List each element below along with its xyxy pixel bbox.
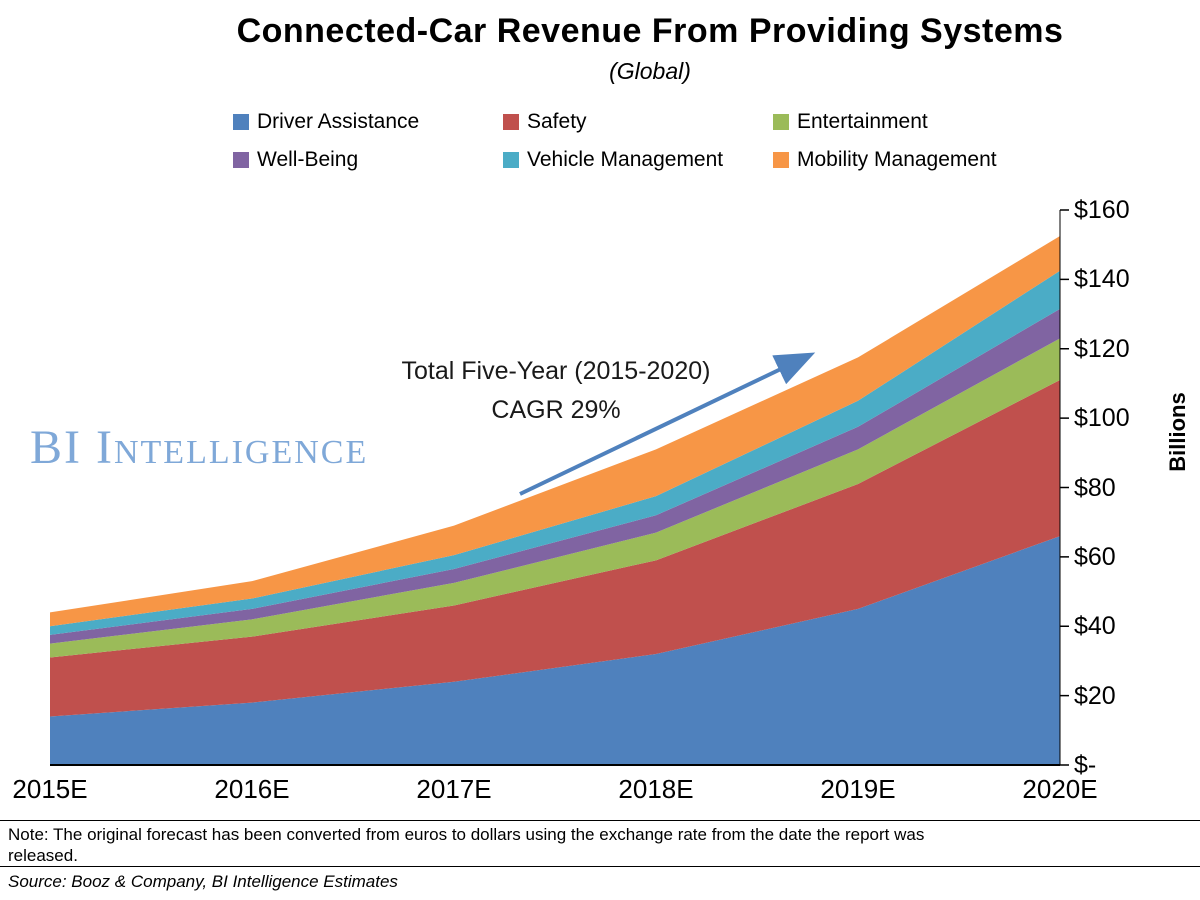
area-series-safety (50, 379, 1060, 717)
legend-label-mobility-management: Mobility Management (797, 148, 997, 171)
legend-label-well-being: Well-Being (257, 148, 359, 171)
trend-arrow (519, 352, 816, 496)
area-series-driver-assistance (50, 536, 1060, 765)
y-tick-label-0: $- (1074, 751, 1097, 779)
chart-subtitle: (Global) (609, 58, 691, 84)
source-text: Source: Booz & Company, BI Intelligence … (8, 872, 398, 891)
chart-title: Connected-Car Revenue From Providing Sys… (236, 12, 1064, 50)
cagr-annotation-line1: Total Five-Year (2015-2020) (401, 357, 711, 385)
divider-above-source (0, 866, 1200, 867)
cagr-annotation: Total Five-Year (2015-2020) CAGR 29% (381, 352, 731, 430)
y-tick-label-8: $160 (1074, 196, 1130, 224)
legend-label-entertainment: Entertainment (797, 110, 928, 133)
legend: Driver Assistance Safety Entertainment Well… (233, 110, 1073, 172)
legend-swatch-safety (503, 114, 519, 130)
cagr-annotation-line2: CAGR 29% (491, 395, 621, 424)
x-axis-label-2015e: 2015E (12, 774, 88, 804)
legend-label-driver-assistance: Driver Assistance (257, 110, 420, 133)
y-tick-label-7: $140 (1074, 265, 1130, 294)
y-axis-title: Billions (1165, 392, 1190, 472)
y-tick-label-2: $40 (1074, 612, 1116, 641)
legend-swatch-entertainment (773, 114, 789, 130)
legend-item-driver-assistance: Driver Assistance (233, 110, 503, 134)
legend-swatch-driver-assistance (233, 114, 249, 130)
y-tick-label-1: $20 (1074, 681, 1116, 710)
legend-item-entertainment: Entertainment (773, 110, 1073, 134)
legend-item-well-being: Well-Being (233, 148, 503, 172)
divider-above-note (0, 820, 1200, 821)
legend-swatch-mobility-management (773, 152, 789, 168)
x-axis-label-2018e: 2018E (618, 774, 694, 804)
x-axis-label-2019e: 2019E (820, 774, 896, 804)
y-tick-label-4: $80 (1074, 473, 1116, 502)
legend-item-vehicle-management: Vehicle Management (503, 148, 773, 172)
legend-label-vehicle-management: Vehicle Management (527, 148, 724, 171)
legend-item-mobility-management: Mobility Management (773, 148, 1073, 172)
note-text: Note: The original forecast has been con… (8, 825, 925, 866)
legend-label-safety: Safety (527, 110, 587, 133)
y-tick-label-5: $100 (1074, 404, 1130, 433)
y-tick-label-3: $60 (1074, 542, 1116, 571)
legend-swatch-well-being (233, 152, 249, 168)
legend-item-safety: Safety (503, 110, 773, 134)
y-tick-label-6: $120 (1074, 334, 1130, 363)
x-axis-label-2020e: 2020E (1022, 774, 1098, 804)
legend-swatch-vehicle-management (503, 152, 519, 168)
x-axis-label-2017e: 2017E (416, 774, 492, 804)
x-axis-label-2016e: 2016E (214, 774, 290, 804)
watermark: BI Intelligence (30, 421, 369, 474)
